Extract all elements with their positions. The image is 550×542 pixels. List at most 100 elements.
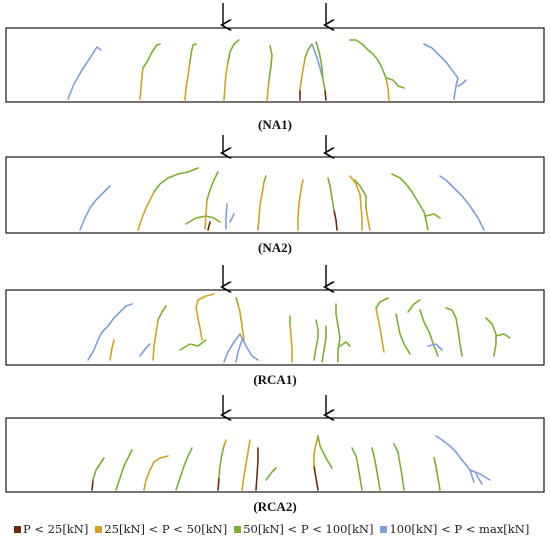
crack-line-65: [485, 317, 497, 357]
crack-line-7: [227, 39, 240, 63]
beam-outline-rca1: [5, 289, 545, 366]
crack-line-62: [419, 309, 439, 357]
beam-label-rca2: (RCA2): [253, 499, 297, 514]
legend: P < 25[kN] 25[kN] < P < 50[kN] 50[kN] < …: [14, 521, 536, 537]
crack-line-61: [407, 299, 421, 313]
legend-text-3: 50[kN] < P < 100[kN]: [243, 522, 374, 536]
crack-line-81: [351, 447, 363, 491]
crack-line-21: [79, 185, 111, 231]
crack-line-13: [311, 43, 323, 77]
crack-line-2: [139, 67, 144, 100]
legend-item-2: 25[kN] < P < 50[kN]: [95, 522, 227, 536]
crack-line-52: [289, 323, 293, 363]
crack-line-36: [365, 207, 371, 231]
crack-line-19: [423, 43, 459, 100]
beam-label-na2: (NA2): [258, 240, 292, 255]
legend-text-4: 100[kN] < P < max[kN]: [389, 522, 530, 536]
crack-line-49: [235, 339, 243, 363]
crack-line-3: [142, 43, 161, 69]
crack-line-45: [157, 305, 167, 321]
crack-line-76: [255, 447, 259, 491]
crack-line-47: [195, 293, 215, 341]
crack-line-22: [137, 191, 155, 231]
crack-line-54: [313, 319, 319, 361]
crack-line-8: [266, 79, 270, 101]
crack-line-73: [218, 445, 225, 479]
crack-line-41: [87, 303, 133, 361]
legend-swatch-3: [234, 525, 242, 533]
crack-line-18: [385, 77, 405, 89]
crack-line-46: [179, 339, 207, 351]
crack-line-5: [189, 43, 197, 63]
crack-line-15: [315, 41, 326, 91]
crack-line-28: [225, 203, 228, 230]
crack-line-20: [457, 79, 467, 87]
crack-line-72: [217, 477, 220, 491]
crack-line-51: [235, 297, 239, 305]
crack-line-38: [391, 173, 429, 231]
crack-line-33: [333, 209, 338, 231]
crack-line-68: [92, 457, 105, 481]
crack-line-70: [143, 455, 169, 491]
legend-swatch-1: [14, 525, 21, 533]
crack-line-66: [495, 333, 511, 339]
crack-line-55: [321, 325, 327, 363]
crack-line-24: [185, 215, 221, 225]
crack-line-57: [339, 341, 351, 347]
crack-line-67: [91, 479, 94, 491]
legend-item-1: P < 25[kN]: [14, 522, 88, 536]
crack-line-86: [469, 469, 491, 481]
crack-line-59: [375, 297, 389, 309]
crack-line-85: [435, 435, 475, 483]
crack-line-27: [207, 221, 211, 231]
crack-line-9: [268, 45, 273, 81]
legend-swatch-2: [95, 525, 103, 533]
crack-line-79: [313, 435, 319, 467]
crack-line-30: [257, 181, 265, 231]
beam-outline-rca2: [5, 417, 545, 493]
legend-swatch-4: [380, 525, 388, 533]
crack-line-29: [229, 213, 235, 223]
crack-line-58: [375, 307, 385, 353]
beam-label-rca1: (RCA1): [253, 372, 297, 387]
crack-line-31: [263, 175, 267, 183]
crack-line-69: [115, 449, 133, 491]
crack-line-39: [425, 213, 441, 219]
legend-text-2: 25[kN] < P < 50[kN]: [104, 522, 228, 536]
legend-item-3: 50[kN] < P < 100[kN]: [234, 522, 373, 536]
crack-line-34: [327, 177, 335, 211]
crack-line-56: [335, 303, 341, 363]
crack-line-25: [204, 199, 208, 230]
beam-label-na1: (NA1): [258, 117, 292, 132]
crack-line-60: [395, 313, 411, 355]
crack-line-40: [439, 175, 485, 231]
crack-line-78: [313, 465, 319, 491]
crack-line-83: [393, 443, 405, 491]
crack-line-32: [297, 179, 304, 231]
crack-line-4: [184, 61, 191, 101]
crack-line-87: [475, 473, 483, 485]
crack-line-75: [241, 439, 251, 491]
crack-line-42: [109, 339, 115, 361]
beam-outline-na2: [5, 156, 545, 234]
crack-line-82: [371, 447, 381, 491]
crack-line-71: [175, 447, 193, 491]
crack-line-14: [324, 89, 327, 101]
crack-line-6: [223, 61, 229, 101]
crack-line-17: [349, 39, 387, 79]
legend-text-1: P < 25[kN]: [23, 522, 89, 536]
crack-line-84: [433, 457, 441, 491]
crack-line-48: [223, 333, 259, 363]
crack-line-35: [349, 175, 363, 231]
crack-line-37: [354, 179, 367, 209]
crack-line-26: [206, 171, 219, 201]
crack-line-74: [223, 439, 227, 447]
crack-line-44: [152, 319, 159, 361]
crack-line-64: [445, 307, 463, 357]
crack-line-43: [139, 343, 151, 357]
crack-line-1: [67, 46, 102, 100]
crack-line-16: [385, 77, 390, 101]
crack-line-23: [153, 167, 199, 193]
crack-line-50: [237, 303, 245, 341]
